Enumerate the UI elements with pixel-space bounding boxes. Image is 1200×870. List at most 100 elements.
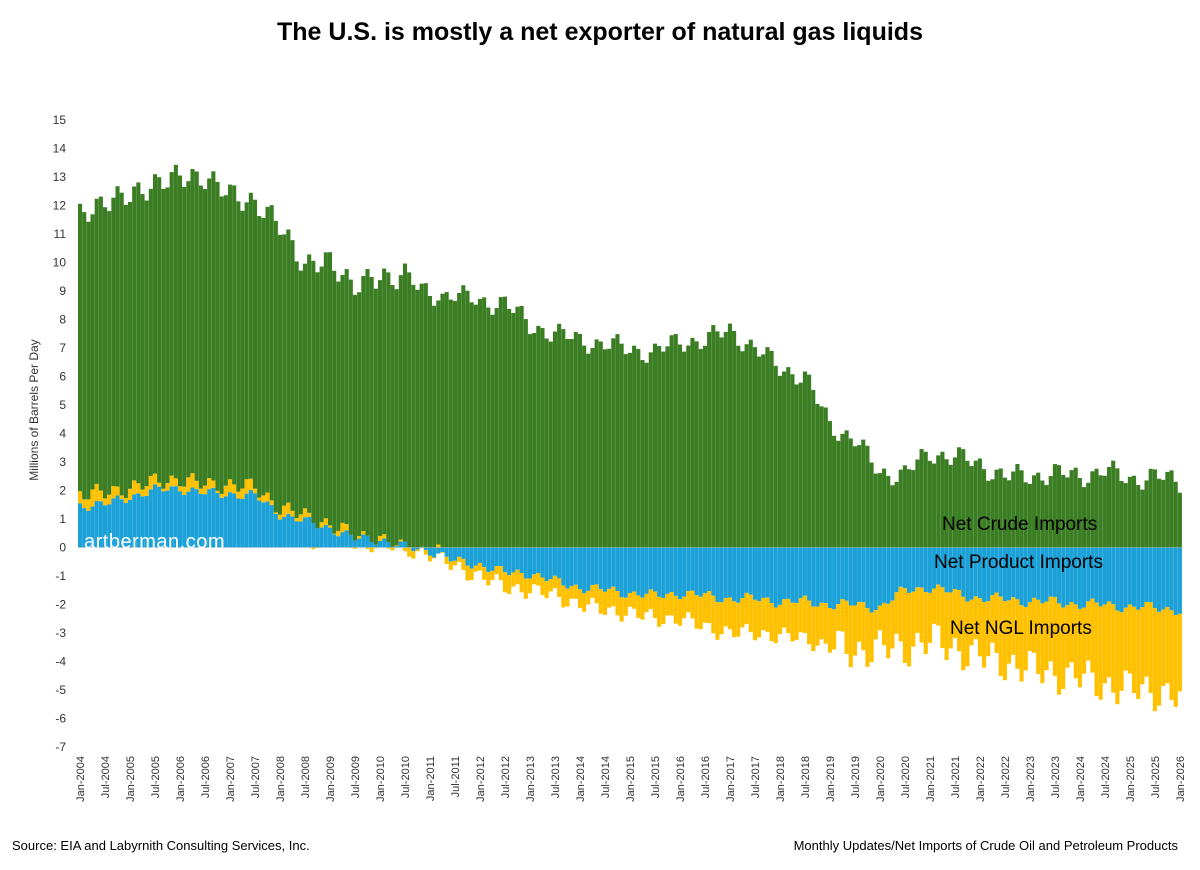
bar-product: [344, 530, 349, 548]
bar-product: [186, 491, 191, 548]
bar-crude: [1144, 480, 1149, 548]
bar-product: [736, 547, 741, 603]
bar-crude: [602, 349, 607, 548]
bar-ngl: [336, 530, 341, 537]
bar-crude: [82, 212, 87, 500]
bar-product: [586, 547, 591, 591]
bar-crude: [115, 186, 120, 487]
bar-crude: [173, 164, 178, 479]
bar-crude: [311, 260, 316, 523]
bar-ngl: [873, 610, 878, 640]
bar-ngl: [1102, 604, 1107, 684]
bar-product: [277, 519, 283, 548]
bar-crude: [636, 348, 641, 548]
bar-ngl: [848, 605, 853, 668]
bar-ngl: [998, 596, 1003, 677]
bar-product: [452, 547, 458, 561]
bar-ngl: [223, 485, 228, 497]
bar-product: [811, 547, 816, 607]
bar-ngl: [365, 547, 370, 549]
bar-product: [103, 505, 108, 548]
bar-ngl: [1094, 602, 1099, 697]
bar-crude: [865, 445, 870, 548]
bar-crude: [802, 371, 807, 548]
bar-product: [832, 547, 837, 610]
bar-crude: [590, 348, 595, 548]
x-tick-label: Jan-2005: [125, 756, 137, 802]
bar-ngl: [386, 547, 391, 549]
bar-crude: [490, 314, 495, 548]
bar-crude: [357, 292, 362, 537]
bar-product: [419, 546, 424, 548]
bar-ngl: [377, 535, 383, 541]
bar-crude: [869, 462, 874, 548]
bar-product: [244, 493, 249, 548]
bar-crude: [1123, 483, 1128, 548]
bar-ngl: [448, 561, 453, 570]
bar-crude: [740, 351, 745, 548]
bar-crude: [365, 269, 370, 536]
bar-crude: [811, 390, 816, 548]
bar-ngl: [123, 497, 128, 503]
bar-product: [386, 541, 391, 548]
bar-ngl: [461, 558, 466, 571]
bar-ngl: [694, 595, 699, 629]
bar-ngl: [202, 485, 208, 495]
bar-ngl: [132, 480, 137, 495]
bar-crude: [123, 204, 128, 498]
bar-ngl: [482, 567, 487, 580]
bar-crude: [1044, 485, 1049, 548]
x-tick-label: Jan-2016: [675, 756, 687, 802]
bar-crude: [519, 305, 524, 548]
bar-crude: [782, 371, 787, 548]
bar-product: [1036, 547, 1041, 600]
bar-product: [936, 547, 941, 585]
bar-crude: [1161, 479, 1166, 548]
bar-ngl: [369, 547, 374, 553]
bar-crude: [761, 354, 766, 548]
bar-product: [698, 547, 703, 597]
x-tick-label: Jul-2021: [950, 756, 962, 798]
bar-product: [1161, 547, 1166, 610]
bar-ngl: [665, 593, 670, 616]
bar-product: [398, 541, 403, 548]
bar-ngl: [736, 602, 741, 637]
bar-product: [665, 547, 670, 594]
bar-ngl: [282, 505, 287, 517]
bar-product: [211, 487, 216, 548]
bar-product: [1102, 547, 1107, 605]
x-tick-label: Jul-2006: [200, 756, 212, 798]
bar-product: [927, 547, 932, 593]
bar-crude: [840, 433, 845, 548]
bar-product: [515, 547, 520, 570]
bar-product: [286, 513, 291, 548]
bar-crude: [432, 305, 437, 548]
bar-product: [415, 547, 420, 550]
bar-ngl: [1057, 603, 1062, 695]
bar-crude: [648, 352, 653, 548]
x-tick-label: Jul-2009: [350, 756, 362, 798]
bar-product: [994, 547, 999, 593]
bar-crude: [798, 382, 803, 548]
x-tick-label: Jan-2011: [425, 756, 437, 801]
bar-crude: [1127, 476, 1132, 548]
bar-product: [757, 547, 762, 602]
bar-crude: [444, 292, 449, 548]
bar-ngl: [244, 479, 249, 494]
bar-ngl: [944, 592, 949, 661]
bar-product: [1069, 547, 1074, 603]
bar-product: [1061, 547, 1066, 608]
bar-crude: [1148, 468, 1153, 548]
bar-product: [986, 547, 991, 602]
bar-product: [477, 547, 483, 563]
bar-ngl: [340, 522, 345, 533]
bar-ngl: [611, 586, 616, 607]
bar-ngl: [669, 592, 674, 616]
bar-ngl: [361, 531, 366, 535]
bar-crude: [1086, 482, 1091, 548]
bar-ngl: [857, 601, 862, 642]
bar-crude: [1132, 475, 1137, 548]
x-tick-label: Jan-2017: [725, 756, 737, 802]
bar-product: [669, 547, 674, 593]
bar-ngl: [98, 490, 103, 502]
